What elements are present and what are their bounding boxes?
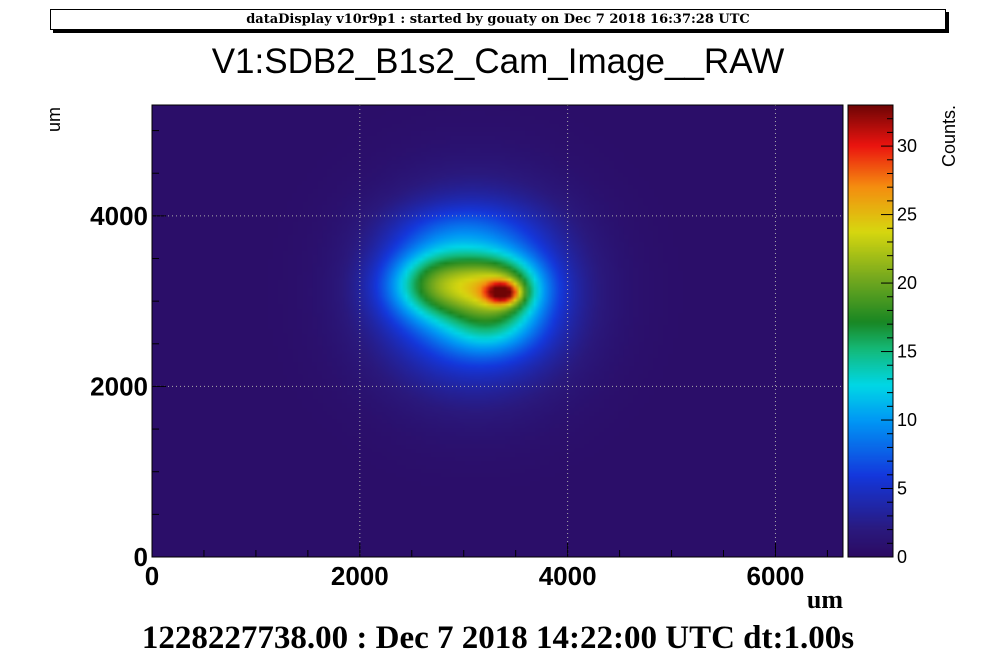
heatmap-image	[152, 105, 843, 557]
plot-title: V1:SDB2_B1s2_Cam_Image__RAW	[211, 42, 785, 81]
z-tick-label: 25	[897, 205, 917, 225]
x-axis-label: um	[807, 585, 843, 614]
y-tick-label: 0	[134, 542, 148, 572]
x-axis: 0 2000 4000 6000	[145, 543, 828, 591]
z-tick-label: 20	[897, 273, 917, 293]
x-tick-label: 6000	[747, 561, 805, 591]
color-scale-axis: 0 5 10 15 20 25 30	[881, 104, 917, 567]
plot-frame	[151, 104, 844, 558]
z-tick-label: 5	[897, 479, 907, 499]
header-banner: dataDisplay v10r9p1 : started by gouaty …	[50, 9, 946, 30]
footer-timestamp: 1228227738.00 : Dec 7 2018 14:22:00 UTC …	[141, 620, 855, 656]
z-tick-label: 10	[897, 410, 917, 430]
grid-lines	[152, 105, 843, 557]
x-tick-label: 4000	[539, 561, 597, 591]
color-scale-frame	[847, 104, 894, 558]
z-tick-label: 30	[897, 136, 917, 156]
x-tick-label: 2000	[331, 561, 389, 591]
z-tick-label: 15	[897, 342, 917, 362]
y-tick-label: 4000	[90, 201, 148, 231]
y-axis: 0 2000 4000	[90, 130, 166, 572]
x-tick-label: 0	[145, 561, 159, 591]
y-tick-label: 2000	[90, 371, 148, 401]
color-scale-bar	[848, 105, 893, 557]
color-scale-label: Counts.	[939, 105, 959, 167]
z-tick-label: 0	[897, 547, 907, 567]
